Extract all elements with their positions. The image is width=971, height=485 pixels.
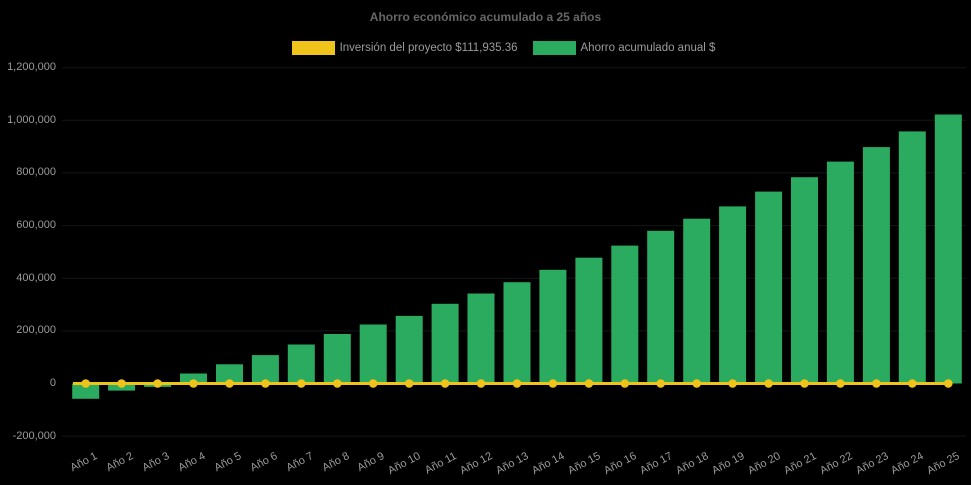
- x-tick-label-ano-20: Año 20: [745, 450, 783, 477]
- line-marker-2: [117, 379, 126, 388]
- line-marker-8: [333, 379, 342, 388]
- line-marker-25: [944, 379, 953, 388]
- bar-ano-7[interactable]: [287, 344, 315, 384]
- x-tick-label-ano-10: Año 10: [386, 450, 423, 477]
- legend-item-investment[interactable]: Inversión del proyecto $111,935.36: [291, 41, 518, 55]
- y-tick-label-800000: 800,000: [16, 166, 56, 179]
- x-tick-label-ano-17: Año 17: [637, 450, 675, 477]
- bar-ano-9[interactable]: [359, 324, 387, 384]
- y-tick-label-1000000: 1,000,000: [7, 113, 56, 126]
- x-tick-label-ano-21: Año 21: [781, 450, 819, 477]
- y-tick-label--200000: -200,000: [12, 429, 56, 442]
- line-marker-15: [584, 379, 594, 388]
- line-marker-16: [620, 379, 630, 388]
- legend-label-investment: Inversión del proyecto $111,935.36: [339, 42, 518, 54]
- legend-label-savings: Ahorro acumulado anual $: [580, 42, 716, 54]
- line-marker-10: [404, 379, 414, 388]
- bar-ano-13[interactable]: [503, 282, 531, 384]
- y-tick-label-600000: 600,000: [16, 219, 56, 232]
- x-tick-label-ano-2: Año 2: [104, 450, 136, 475]
- x-tick-label-ano-9: Año 9: [355, 450, 387, 475]
- bar-ano-21[interactable]: [791, 177, 818, 384]
- y-tick-label-200000: 200,000: [16, 324, 56, 337]
- investment-swatch-icon: [291, 41, 335, 55]
- bar-ano-4[interactable]: [180, 373, 207, 384]
- bar-ano-24[interactable]: [898, 131, 926, 384]
- line-marker-19: [728, 379, 737, 388]
- line-marker-1: [81, 379, 90, 388]
- x-tick-label-ano-11: Año 11: [423, 450, 459, 477]
- bar-ano-10[interactable]: [395, 315, 423, 384]
- bar-ano-15[interactable]: [575, 257, 603, 384]
- line-marker-20: [764, 379, 773, 388]
- x-tick-label-ano-5: Año 5: [212, 450, 244, 475]
- line-marker-22: [836, 379, 845, 388]
- legend: Inversión del proyecto $111,935.36 Ahorr…: [0, 41, 971, 55]
- y-tick-label-1200000: 1,200,000: [7, 61, 56, 74]
- line-marker-3: [153, 379, 162, 388]
- x-tick-label-ano-1: Año 1: [68, 450, 100, 475]
- y-tick-label-400000: 400,000: [16, 271, 56, 284]
- x-tick-label-ano-25: Año 25: [925, 450, 962, 477]
- bar-ano-1[interactable]: [72, 383, 100, 399]
- bar-ano-14[interactable]: [539, 269, 567, 384]
- line-marker-9: [368, 379, 378, 388]
- x-tick-label-ano-19: Año 19: [709, 450, 747, 477]
- bar-ano-20[interactable]: [755, 191, 783, 384]
- bar-ano-19[interactable]: [719, 206, 747, 384]
- line-marker-13: [512, 379, 522, 388]
- x-tick-label-ano-12: Año 12: [458, 450, 495, 477]
- savings-swatch-icon: [532, 41, 576, 55]
- line-marker-6: [261, 379, 270, 388]
- x-tick-label-ano-23: Año 23: [853, 450, 891, 477]
- line-marker-21: [800, 379, 809, 388]
- x-tick-label-ano-4: Año 4: [176, 450, 208, 475]
- line-marker-5: [225, 379, 234, 388]
- line-marker-24: [908, 379, 917, 388]
- line-marker-18: [692, 379, 701, 388]
- x-tick-label-ano-18: Año 18: [673, 450, 711, 477]
- x-tick-label-ano-22: Año 22: [817, 450, 855, 477]
- bar-ano-16[interactable]: [611, 245, 639, 384]
- line-marker-17: [656, 379, 665, 388]
- line-marker-4: [189, 379, 198, 388]
- x-tick-label-ano-6: Año 6: [248, 450, 280, 475]
- bar-ano-5[interactable]: [216, 364, 243, 384]
- bar-ano-11[interactable]: [431, 303, 459, 384]
- bar-ano-18[interactable]: [683, 218, 711, 384]
- bar-ano-25[interactable]: [934, 114, 962, 384]
- x-tick-label-ano-24: Año 24: [889, 450, 926, 477]
- legend-item-savings[interactable]: Ahorro acumulado anual $: [532, 41, 716, 55]
- line-marker-14: [548, 379, 558, 388]
- bar-ano-23[interactable]: [862, 147, 890, 384]
- bar-ano-6[interactable]: [251, 355, 279, 384]
- x-tick-label-ano-15: Año 15: [566, 450, 603, 477]
- x-tick-label-ano-16: Año 16: [602, 450, 639, 477]
- bar-ano-8[interactable]: [323, 334, 351, 384]
- chart-title: Ahorro económico acumulado a 25 años: [369, 10, 602, 24]
- line-marker-11: [440, 379, 450, 388]
- x-tick-label-ano-7: Año 7: [283, 450, 315, 475]
- line-marker-12: [476, 379, 486, 388]
- bar-ano-12[interactable]: [467, 293, 495, 384]
- x-tick-label-ano-8: Año 8: [319, 450, 351, 475]
- x-tick-label-ano-14: Año 14: [530, 450, 567, 477]
- bar-ano-22[interactable]: [826, 161, 854, 384]
- line-marker-7: [297, 379, 306, 388]
- x-tick-label-ano-13: Año 13: [494, 450, 531, 477]
- bar-ano-17[interactable]: [647, 230, 675, 384]
- y-tick-label-0: 0: [49, 377, 56, 389]
- x-tick-label-ano-3: Año 3: [140, 450, 172, 475]
- line-marker-23: [872, 379, 881, 388]
